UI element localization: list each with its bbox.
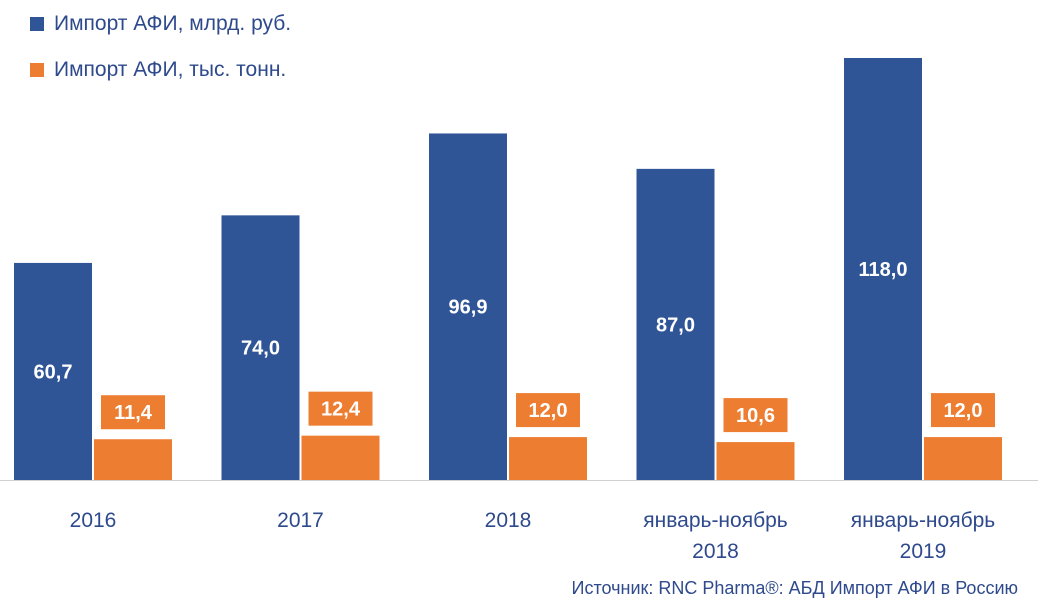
x-tick-label-1-0: 2017 [277, 509, 324, 532]
data-label-rub-1: 74,0 [241, 338, 280, 360]
bar-rub-0 [14, 262, 92, 480]
data-label-box-tons-1 [308, 391, 373, 426]
bar-tons-4 [924, 437, 1002, 480]
data-label-box-tons-2 [516, 393, 580, 428]
bar-tons-0 [94, 439, 172, 480]
x-tick-label-2-0: 2018 [485, 509, 532, 532]
data-label-rub-0: 60,7 [34, 361, 73, 383]
bar-rub-3 [636, 168, 715, 480]
data-label-tons-0: 11,4 [114, 402, 153, 424]
data-label-box-tons-0 [101, 395, 165, 430]
legend-item-rub: Импорт АФИ, млрд. руб. [30, 10, 291, 38]
data-label-rub-4: 118,0 [859, 259, 908, 281]
legend-swatch-rub [30, 17, 44, 31]
legend-item-tons: Импорт АФИ, тыс. тонн. [30, 56, 291, 84]
bar-tons-2 [509, 437, 587, 480]
legend: Импорт АФИ, млрд. руб. Импорт АФИ, тыс. … [30, 10, 291, 102]
x-tick-label-0-0: 2016 [70, 509, 117, 532]
data-label-tons-1: 12,4 [321, 399, 361, 421]
data-label-tons-2: 12,0 [529, 400, 568, 422]
legend-swatch-tons [30, 63, 44, 77]
data-label-tons-3: 10,6 [736, 405, 775, 427]
x-tick-label-4-1: 2019 [900, 540, 947, 563]
bar-tons-3 [716, 442, 795, 480]
legend-label-rub: Импорт АФИ, млрд. руб. [54, 12, 292, 35]
bar-rub-2 [429, 133, 507, 480]
data-label-rub-2: 96,9 [449, 297, 488, 319]
x-tick-label-3-1: 2018 [692, 540, 739, 563]
bar-rub-4 [844, 58, 922, 480]
data-label-tons-4: 12,0 [944, 400, 983, 422]
data-label-box-tons-4 [931, 393, 995, 428]
source-note: Источник: RNC Pharma®: АБД Импорт АФИ в … [571, 578, 1018, 598]
bar-tons-1 [301, 435, 380, 480]
bar-rub-1 [221, 215, 300, 480]
x-tick-label-3-0: январь-ноябрь [643, 509, 788, 532]
legend-label-tons: Импорт АФИ, тыс. тонн. [54, 58, 287, 81]
x-tick-label-4-0: январь-ноябрь [851, 509, 996, 532]
data-label-rub-3: 87,0 [656, 314, 695, 336]
data-label-box-tons-3 [723, 398, 788, 433]
